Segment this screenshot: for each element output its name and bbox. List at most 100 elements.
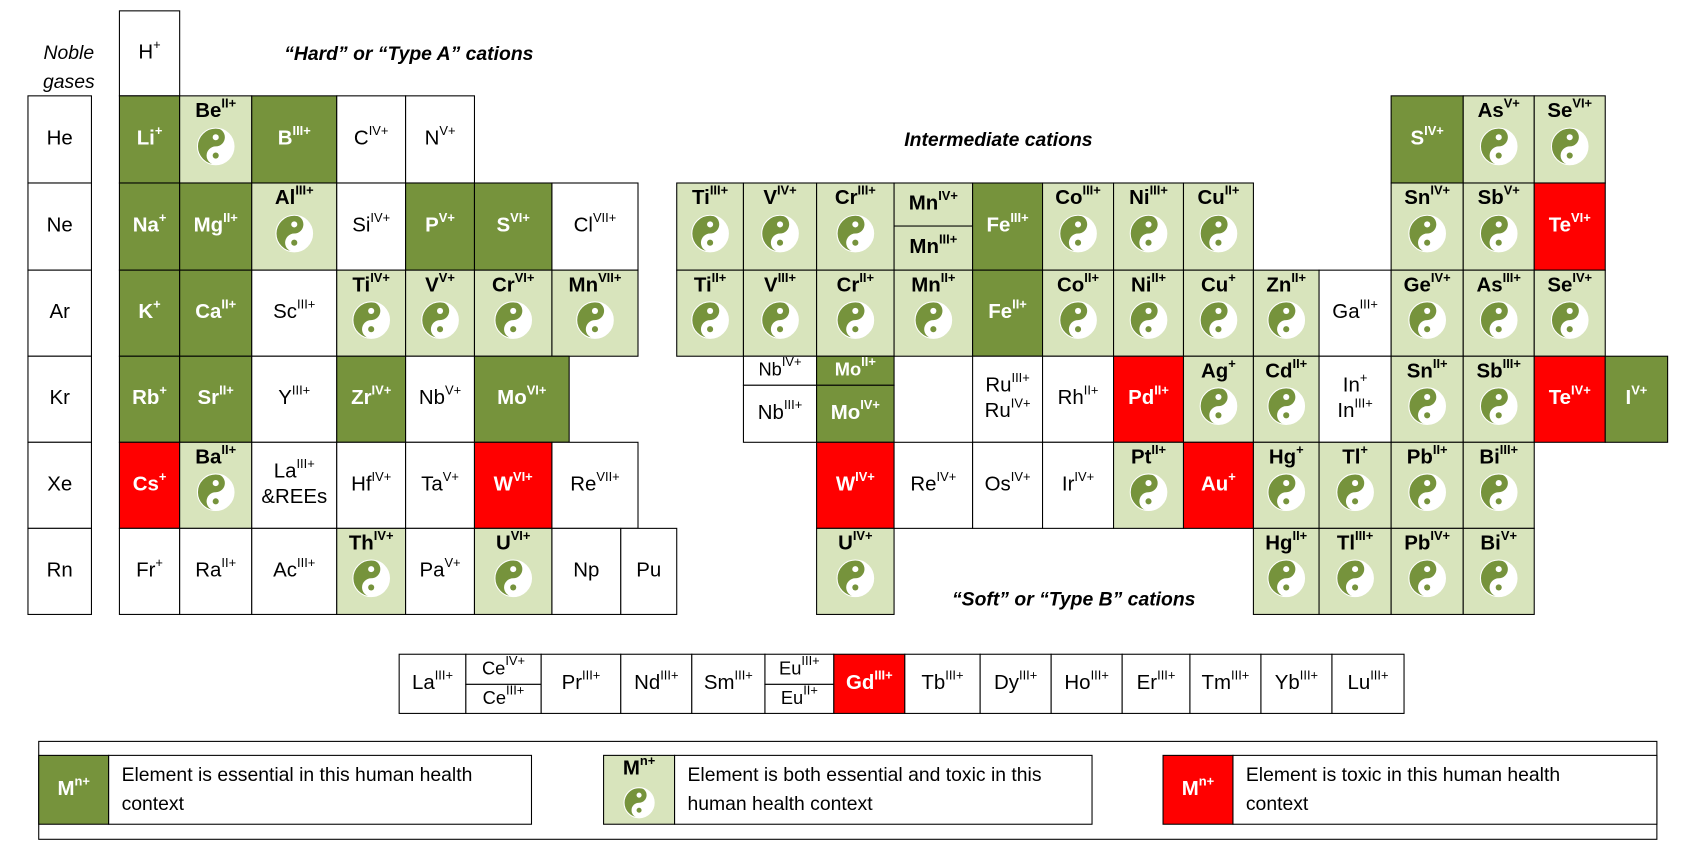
ion-label: RhII+	[1058, 383, 1099, 410]
ion-charge: VI+	[527, 383, 547, 398]
ion-label: ReVII+	[570, 469, 619, 496]
ion-charge: IV+	[938, 188, 958, 203]
icon-dot	[291, 239, 298, 246]
icon-dot	[1495, 221, 1502, 228]
yin-yang-icon	[1479, 387, 1518, 425]
element-cell	[465, 683, 542, 714]
ion-charge: V+	[1504, 96, 1521, 111]
icon-dot	[852, 584, 859, 591]
ion-charge: +	[1228, 469, 1236, 484]
yin-yang-icon	[576, 301, 614, 339]
ion-label: PdII+	[1128, 383, 1169, 410]
ion-charge: III+	[939, 232, 958, 247]
element-cell	[893, 182, 974, 227]
ion-label: CrVI+	[492, 270, 535, 297]
ion-charge: II+	[1151, 442, 1166, 457]
ion-label: InIII+	[1337, 396, 1372, 423]
ion-symbol: M	[57, 777, 74, 800]
ion-symbol: Al	[275, 187, 295, 210]
icon-dot	[1424, 393, 1431, 401]
element-cell	[118, 527, 181, 615]
ion-symbol: Te	[1549, 214, 1571, 237]
ion-symbol: In	[1337, 400, 1354, 423]
ion-symbol: Tl	[1342, 446, 1360, 469]
ion-label: Hg+	[1269, 442, 1304, 469]
ion-symbol: N	[425, 127, 440, 150]
ion-label: PrIII+	[562, 668, 601, 695]
ion-charge: +	[159, 469, 167, 484]
ion-charge: III+	[582, 668, 600, 683]
ion-label: AsV+	[1478, 96, 1521, 123]
element-cell	[551, 527, 622, 615]
yin-yang-icon	[196, 127, 235, 166]
icon-dot	[1495, 480, 1502, 487]
ion-label: RaII+	[195, 555, 236, 582]
ion-label: LaIII+	[412, 668, 453, 695]
ion-charge: II+	[221, 96, 236, 111]
element-cell	[405, 182, 476, 271]
icon-dot	[1424, 221, 1431, 228]
element-cell	[27, 95, 92, 184]
icon-dot	[1074, 221, 1082, 228]
icon-dot	[510, 566, 517, 573]
ion-label: In+	[1343, 370, 1368, 397]
ion-label: BeII+	[195, 96, 236, 123]
ion-label: SbIII+	[1477, 356, 1522, 383]
icon-dot	[510, 584, 517, 591]
ion-label: Rn	[47, 559, 73, 582]
ion-label: Na+	[133, 210, 167, 237]
icon-dot	[852, 221, 859, 228]
ion-label: SnIV+	[1404, 183, 1450, 210]
ion-label: GeIV+	[1404, 270, 1451, 297]
ion-charge: II+	[1012, 297, 1027, 312]
ion-symbol: Hg	[1269, 446, 1296, 469]
icon-dot	[1283, 498, 1290, 505]
ion-symbol: Y	[278, 387, 292, 410]
ion-label: TiII+	[694, 270, 727, 297]
icon-dot	[1215, 239, 1222, 246]
ion-symbol: Ru	[985, 400, 1011, 423]
ion-label: Kr	[49, 387, 70, 410]
yin-yang-icon	[1059, 214, 1097, 253]
ion-symbol: In	[1343, 374, 1360, 397]
ion-symbol: Bi	[1480, 532, 1500, 555]
ion-charge: III+	[1500, 442, 1519, 457]
ion-charge: +	[159, 210, 167, 225]
ion-symbol: Nb	[758, 359, 781, 380]
ion-symbol: Ho	[1064, 671, 1090, 694]
ion-symbol: Lu	[1347, 671, 1370, 694]
ion-symbol: B	[278, 127, 293, 150]
ion-charge: V+	[1501, 528, 1518, 543]
ion-label: VIII+	[764, 270, 796, 297]
yin-yang-icon	[1199, 387, 1238, 425]
ion-charge: III+	[660, 668, 678, 683]
icon-dot	[1145, 221, 1152, 228]
element-cell	[336, 182, 407, 271]
ion-charge: III+	[778, 270, 797, 285]
ion-charge: IV+	[370, 270, 390, 285]
ion-label: YbIII+	[1275, 668, 1318, 695]
element-cell	[979, 653, 1052, 714]
ion-label: NbIV+	[758, 355, 801, 380]
ion-symbol: Fe	[986, 214, 1010, 237]
element-cell	[27, 441, 92, 529]
element-cell	[336, 441, 407, 529]
icon-dot	[510, 326, 517, 333]
ion-symbol: Zn	[1266, 274, 1291, 297]
ion-label: Fr+	[136, 555, 163, 582]
element-cell	[893, 225, 974, 271]
ion-label: CIV+	[354, 123, 389, 150]
ion-symbol: Re	[910, 473, 936, 496]
ion-label: UVI+	[496, 528, 531, 555]
ion-label: MnII+	[911, 270, 956, 297]
icon-dot	[930, 326, 937, 333]
ion-charge: VI+	[1572, 96, 1592, 111]
ion-label: TeVI+	[1549, 210, 1592, 237]
ion-charge: II+	[1292, 356, 1307, 371]
yin-yang-icon	[1550, 127, 1589, 166]
ion-label: SnII+	[1407, 356, 1448, 383]
yin-yang-icon	[1479, 473, 1518, 512]
icon-dot	[1424, 307, 1431, 314]
ion-label: &REEs	[261, 486, 327, 509]
